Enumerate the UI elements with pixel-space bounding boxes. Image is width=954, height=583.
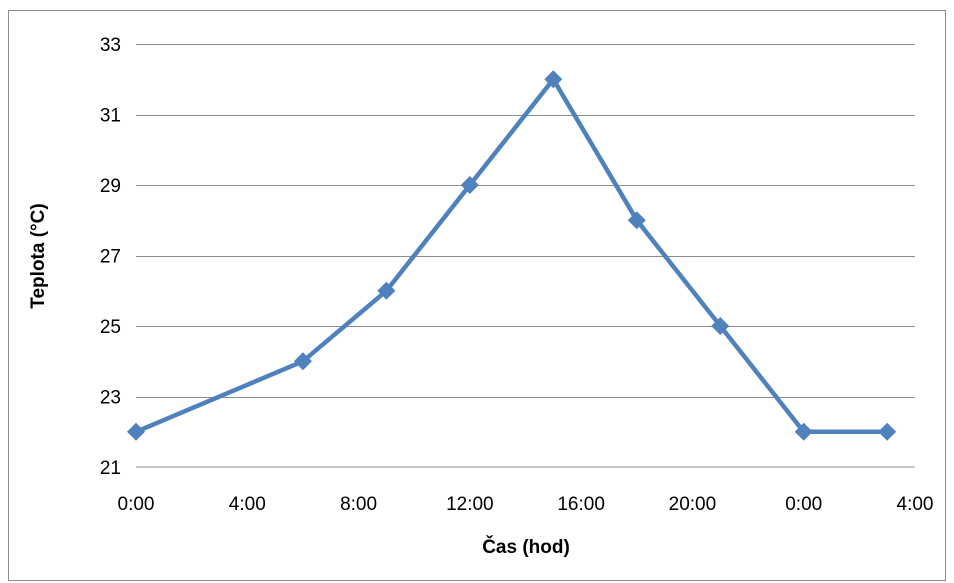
y-tick-label: 27: [100, 247, 121, 268]
data-point: [460, 176, 479, 194]
y-tick-label: 33: [100, 35, 121, 56]
y-tick-label: 29: [100, 176, 121, 197]
chart-frame: [8, 10, 946, 581]
data-point: [711, 317, 730, 335]
x-tick-label: 12:00: [446, 494, 494, 515]
data-point: [377, 281, 396, 300]
x-tick-labels: 0:00 4:00 8:00 12:00 16:00 20:00 0:00 4:00: [118, 494, 934, 515]
data-point: [878, 422, 897, 441]
x-tick-label: 16:00: [557, 494, 605, 515]
data-point: [544, 70, 563, 89]
data-point: [627, 211, 646, 230]
data-point: [794, 422, 813, 441]
y-tick-labels: 21 23 25 27 29 31 33: [100, 35, 121, 479]
y-axis-title: Teplota (°C): [28, 203, 49, 308]
y-tick-label: 23: [100, 388, 121, 409]
x-axis-title: Čas (hod): [482, 536, 570, 558]
x-tick-label: 20:00: [669, 494, 717, 515]
data-point: [293, 352, 312, 371]
data-point: [127, 422, 145, 441]
x-tick-label: 0:00: [785, 494, 822, 515]
y-tick-label: 31: [100, 106, 121, 127]
y-tick-label: 25: [100, 317, 121, 338]
y-tick-label: 21: [100, 458, 121, 479]
data-series: [127, 70, 897, 441]
x-tick-label: 0:00: [118, 494, 155, 515]
x-tick-label: 4:00: [229, 494, 266, 515]
x-tick-label: 8:00: [340, 494, 377, 515]
x-tick-label: 4:00: [897, 494, 934, 515]
